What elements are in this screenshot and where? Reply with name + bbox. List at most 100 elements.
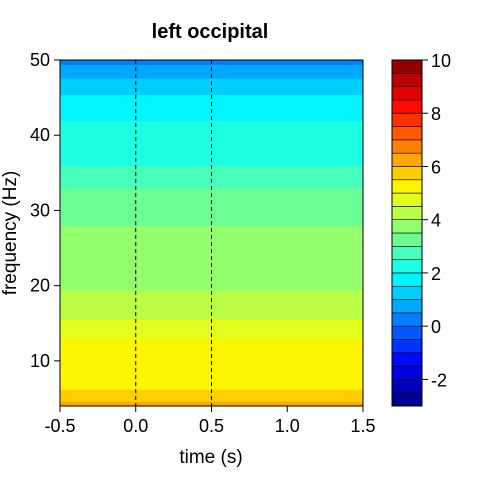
heatmap-band [60, 323, 363, 326]
heatmap-band [60, 231, 363, 234]
heatmap-band [60, 78, 363, 81]
heatmap-band [60, 121, 363, 124]
heatmap-band [60, 205, 363, 209]
heatmap-band [60, 366, 363, 369]
heatmap-band [60, 267, 363, 270]
y-tick-label: 10 [30, 351, 50, 371]
colorbar-axis: -2 0 2 4 6 8 10 [422, 51, 451, 390]
x-tick-label: 0.0 [123, 416, 148, 436]
colorbar-tick-label: 4 [431, 211, 441, 231]
heatmap-band [60, 135, 363, 138]
colorbar-tick-label: 0 [431, 317, 441, 337]
heatmap-band [60, 168, 363, 171]
heatmap-band [60, 93, 363, 96]
heatmap-band [60, 84, 363, 87]
colorbar-swatch [391, 73, 423, 87]
heatmap-band [60, 72, 363, 75]
heatmap-band [60, 324, 363, 327]
colorbar-swatch [391, 232, 423, 247]
heatmap-band [60, 225, 363, 228]
heatmap-band [60, 273, 363, 276]
heatmap-band [60, 85, 363, 88]
heatmap-band [60, 281, 363, 284]
heatmap-band [60, 359, 363, 362]
colorbar-swatch [391, 139, 423, 154]
colorbar-tick-label: 10 [431, 51, 451, 71]
colorbar-swatch [391, 312, 423, 327]
heatmap-band [60, 99, 363, 102]
heatmap-band [60, 245, 363, 248]
heatmap-band [60, 401, 363, 404]
heatmap-band [60, 294, 363, 297]
heatmap-band [60, 79, 363, 82]
colorbar-swatch [391, 166, 423, 181]
colorbar-swatch [391, 352, 423, 367]
heatmap-band [60, 345, 363, 348]
colorbar-swatch [391, 285, 423, 300]
y-tick-label: 20 [30, 276, 50, 296]
heatmap-band [60, 100, 363, 103]
colorbar-swatch [391, 86, 423, 101]
heatmap-band [60, 147, 363, 150]
heatmap-band [60, 372, 363, 375]
heatmap-band [60, 126, 363, 129]
colorbar-swatch [391, 126, 423, 141]
heatmap-band [60, 189, 363, 192]
colorbar-frame [391, 59, 423, 407]
colorbar-swatch [391, 59, 423, 74]
colorbar-swatch [391, 219, 423, 234]
y-tick-label: 30 [30, 200, 50, 220]
heatmap-band [60, 252, 363, 255]
heatmap-band [60, 393, 363, 397]
colorbar [391, 59, 423, 407]
heatmap-band [60, 365, 363, 368]
heatmap-band [60, 336, 363, 339]
colorbar-tick-label: -2 [431, 370, 447, 390]
y-axis-label: frequency (Hz) [0, 171, 21, 296]
heatmap-band [60, 133, 363, 136]
heatmap-band [60, 162, 363, 165]
colorbar-swatch [391, 112, 423, 127]
heatmap-band [60, 106, 363, 109]
heatmap-band [60, 288, 363, 291]
heatmap-band [60, 169, 363, 172]
heatmap-band [60, 183, 363, 186]
x-tick-label: 1.0 [275, 416, 300, 436]
heatmap-band [60, 317, 363, 320]
heatmap-band [60, 329, 363, 332]
heatmap-band [60, 64, 363, 67]
y-tick-label: 40 [30, 125, 50, 145]
colorbar-swatch [391, 192, 423, 207]
heatmap-band [60, 163, 363, 166]
heatmap-band [60, 190, 363, 193]
heatmap-band [60, 260, 363, 263]
colorbar-swatch [391, 246, 423, 260]
heatmap-band [60, 371, 363, 374]
heatmap-band [60, 282, 363, 285]
heatmap-band [60, 175, 363, 178]
heatmap-band [60, 246, 363, 249]
colorbar-swatch [391, 99, 423, 114]
heatmap-band [60, 287, 363, 290]
colorbar-tick-label: 6 [431, 157, 441, 177]
heatmap-band [60, 219, 363, 222]
heatmap-band [60, 198, 363, 201]
heatmap-band [60, 392, 363, 395]
heatmap-band [60, 141, 363, 144]
heatmap-band [60, 154, 363, 157]
heatmap-band [60, 112, 363, 115]
heatmap-band [60, 211, 363, 215]
colorbar-tick-label: 8 [431, 104, 441, 124]
heatmap-band [60, 386, 363, 389]
heatmap-band [60, 114, 363, 117]
heatmap-band [60, 296, 363, 299]
colorbar-swatch [391, 392, 423, 407]
heatmap-band [60, 156, 363, 159]
heatmap-band [60, 338, 363, 341]
heatmap-band [60, 378, 363, 382]
colorbar-swatch [391, 365, 423, 380]
heatmap-band [60, 399, 363, 403]
heatmap-band [60, 127, 363, 130]
heatmap-band [60, 204, 363, 207]
